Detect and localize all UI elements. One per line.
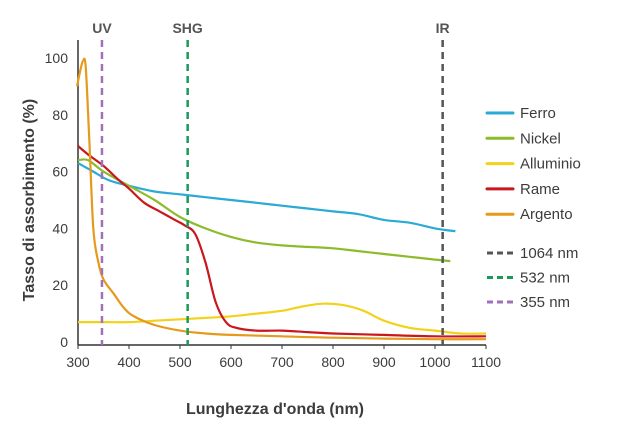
x-tick-label: 500 bbox=[168, 354, 192, 370]
y-tick-label: 80 bbox=[52, 107, 68, 123]
x-tick-label: 800 bbox=[321, 354, 345, 370]
y-tick-label: 0 bbox=[60, 334, 68, 350]
reference-label-shg: SHG bbox=[172, 20, 202, 36]
y-axis-title: Tasso di assorbimento (%) bbox=[21, 99, 38, 301]
legend-label-532-nm: 532 nm bbox=[520, 270, 570, 287]
x-tick-label: 1000 bbox=[419, 354, 450, 370]
y-tick-label: 40 bbox=[52, 220, 68, 236]
legend-label-rame: Rame bbox=[520, 181, 560, 198]
series-line-nickel bbox=[77, 158, 451, 263]
reference-lines-layer: IR SHG UV bbox=[92, 20, 450, 345]
legend-label-argento: Argento bbox=[520, 206, 573, 223]
legend: Ferro Nickel Alluminio Rame Argento 1064 nm 53… bbox=[485, 105, 581, 311]
x-tick-label: 700 bbox=[270, 354, 294, 370]
series-line-argento bbox=[75, 57, 487, 341]
x-tick-label: 600 bbox=[219, 354, 243, 370]
axes-layer: 300 400 500 600 700 800 900 1000 1100 0 20 40 60 80 10… bbox=[45, 40, 501, 370]
series-line-rame bbox=[77, 145, 487, 338]
series-line-ferro bbox=[77, 162, 456, 233]
legend-label-355-nm: 355 nm bbox=[520, 294, 570, 311]
x-tick-label: 400 bbox=[117, 354, 141, 370]
x-tick-label: 300 bbox=[66, 354, 90, 370]
reference-label-ir: IR bbox=[436, 20, 450, 36]
series-layer bbox=[75, 57, 487, 341]
series-line-alluminio bbox=[77, 302, 487, 335]
reference-label-uv: UV bbox=[92, 20, 112, 36]
legend-label-ferro: Ferro bbox=[520, 105, 556, 122]
x-axis-title: Lunghezza d'onda (nm) bbox=[186, 401, 364, 418]
x-tick-label: 900 bbox=[372, 354, 396, 370]
y-tick-label: 20 bbox=[52, 277, 68, 293]
y-tick-label: 100 bbox=[45, 50, 69, 66]
x-tick-label: 1100 bbox=[471, 354, 501, 370]
legend-label-1064-nm: 1064 nm bbox=[520, 245, 578, 262]
legend-label-nickel: Nickel bbox=[520, 130, 561, 147]
y-tick-label: 60 bbox=[52, 164, 68, 180]
legend-label-alluminio: Alluminio bbox=[520, 156, 581, 173]
